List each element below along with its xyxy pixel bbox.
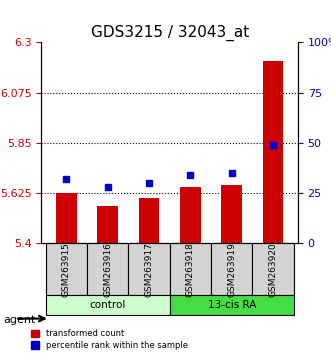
FancyBboxPatch shape <box>128 243 170 295</box>
Bar <box>56 193 76 243</box>
FancyBboxPatch shape <box>170 295 294 315</box>
Text: agent: agent <box>3 315 36 325</box>
Text: control: control <box>89 300 126 310</box>
FancyBboxPatch shape <box>170 243 211 295</box>
FancyBboxPatch shape <box>45 243 87 295</box>
Bar <box>180 187 201 243</box>
Text: GSM263918: GSM263918 <box>186 242 195 297</box>
Bar <box>263 62 283 243</box>
FancyBboxPatch shape <box>253 243 294 295</box>
FancyBboxPatch shape <box>87 243 128 295</box>
Text: 13-cis RA: 13-cis RA <box>208 300 256 310</box>
Text: GSM263915: GSM263915 <box>62 242 71 297</box>
Title: GDS3215 / 32043_at: GDS3215 / 32043_at <box>90 25 249 41</box>
Legend: transformed count, percentile rank within the sample: transformed count, percentile rank withi… <box>31 329 188 350</box>
Text: GSM263917: GSM263917 <box>144 242 154 297</box>
FancyBboxPatch shape <box>211 243 253 295</box>
Bar <box>221 185 242 243</box>
Text: GSM263919: GSM263919 <box>227 242 236 297</box>
Text: GSM263916: GSM263916 <box>103 242 112 297</box>
Bar <box>139 198 159 243</box>
FancyBboxPatch shape <box>45 295 170 315</box>
Bar <box>97 206 118 243</box>
Text: GSM263920: GSM263920 <box>268 242 278 297</box>
